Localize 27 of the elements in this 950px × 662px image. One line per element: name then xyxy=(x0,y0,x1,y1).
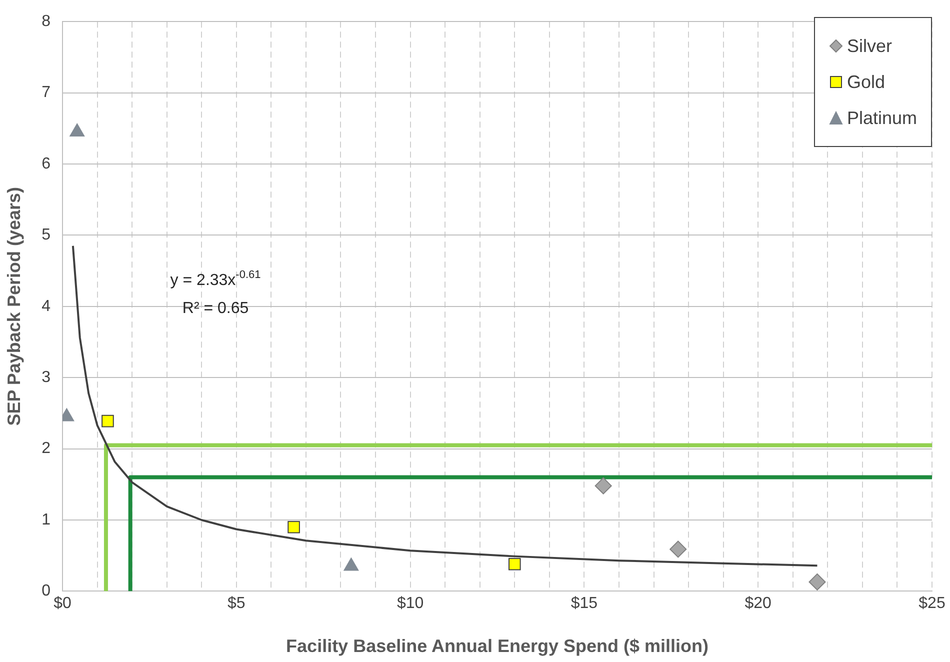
point xyxy=(670,540,687,558)
x-tick-label: $25 xyxy=(918,595,946,612)
point xyxy=(808,573,826,590)
y-axis-title: SEP Payback Period (years) xyxy=(4,186,24,426)
point xyxy=(288,520,300,534)
legend-label: Silver xyxy=(846,36,892,56)
x-tick-label: $10 xyxy=(396,595,424,612)
x-tick-label: $20 xyxy=(744,595,772,612)
y-tick-label: 4 xyxy=(42,298,51,315)
y-tick-label: 2 xyxy=(42,440,51,458)
y-tick-label: 6 xyxy=(42,155,51,172)
point xyxy=(594,477,612,494)
y-tick-label: 8 xyxy=(42,13,51,30)
annotation: R² = 0.65 xyxy=(182,300,249,318)
y-tick-label: 3 xyxy=(42,369,51,386)
x-tick-label: $0 xyxy=(54,595,72,612)
y-tick-label: 1 xyxy=(42,511,51,528)
y-tick-label: 5 xyxy=(42,226,51,244)
x-tick-label: $15 xyxy=(570,595,598,612)
x-tick-label: $5 xyxy=(228,595,246,612)
x-axis-title: Facility Baseline Annual Energy Spend ($ million) xyxy=(286,636,708,656)
point xyxy=(508,558,521,570)
legend-label: Platinum xyxy=(846,108,917,128)
y-tick-label: 7 xyxy=(42,84,51,102)
legend-label: Gold xyxy=(846,72,885,92)
point xyxy=(102,414,114,428)
y-tick-label: 0 xyxy=(42,582,51,600)
